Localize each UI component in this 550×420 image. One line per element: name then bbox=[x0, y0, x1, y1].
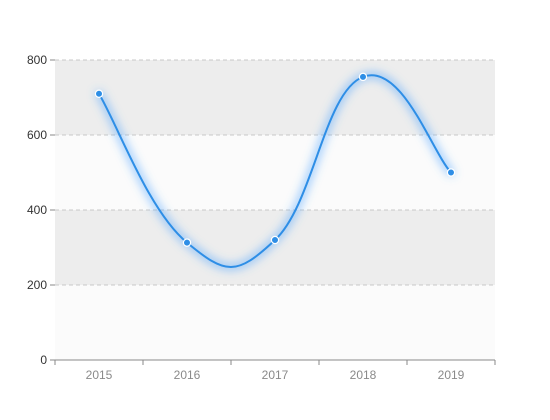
series-group bbox=[95, 71, 455, 271]
plot-band bbox=[55, 210, 495, 285]
axes bbox=[50, 59, 496, 365]
series-line bbox=[98, 74, 452, 268]
data-point bbox=[446, 168, 456, 177]
x-tick-label: 2015 bbox=[86, 368, 113, 382]
y-axis-tick-labels: 0 200 400 600 800 bbox=[27, 53, 47, 367]
data-point bbox=[358, 72, 368, 82]
plot-band bbox=[55, 285, 495, 360]
y-tick-label: 200 bbox=[27, 278, 47, 292]
y-tick-label: 400 bbox=[27, 203, 47, 217]
y-tick-label: 600 bbox=[27, 128, 47, 142]
data-point bbox=[270, 235, 280, 245]
plot-bands bbox=[55, 60, 495, 360]
data-point bbox=[182, 238, 192, 247]
y-tick-label: 800 bbox=[27, 53, 47, 67]
data-points bbox=[94, 72, 456, 247]
grid-lines bbox=[55, 59, 495, 286]
x-tick-label: 2018 bbox=[350, 368, 377, 382]
x-axis-tick-labels: 2015 2016 2017 2018 2019 bbox=[86, 368, 465, 382]
plot-band bbox=[55, 135, 495, 210]
x-tick-label: 2016 bbox=[174, 368, 201, 382]
x-tick-label: 2019 bbox=[438, 368, 465, 382]
data-point bbox=[94, 89, 104, 98]
x-tick-label: 2017 bbox=[262, 368, 289, 382]
plot-band bbox=[55, 60, 495, 135]
y-tick-label: 0 bbox=[40, 353, 47, 367]
